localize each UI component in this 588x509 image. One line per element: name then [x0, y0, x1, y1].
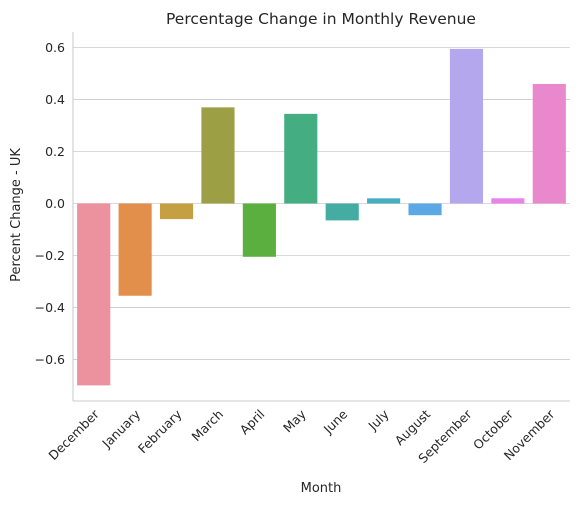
- x-tick-label: June: [320, 406, 351, 437]
- y-tick-label: −0.4: [35, 300, 65, 315]
- bar-august: [408, 203, 442, 216]
- bar-may: [284, 113, 318, 204]
- y-tick-label: −0.2: [35, 248, 65, 263]
- chart-title: Percentage Change in Monthly Revenue: [166, 10, 476, 28]
- bar-october: [491, 198, 525, 204]
- x-tick-label: April: [237, 407, 268, 438]
- y-axis-label: Percent Change - UK: [9, 148, 24, 282]
- bar-december: [77, 203, 111, 386]
- y-tick-label: 0.0: [45, 196, 65, 211]
- bar-june: [325, 203, 359, 221]
- bar-march: [201, 107, 235, 204]
- bars: [77, 48, 566, 386]
- x-tick-label: May: [280, 406, 309, 435]
- bar-july: [367, 198, 401, 204]
- gridlines: [73, 47, 570, 360]
- y-tick-label: 0.2: [45, 144, 65, 159]
- bar-september: [449, 48, 484, 204]
- y-tick-label: −0.6: [35, 352, 65, 367]
- axes-spines: [72, 32, 570, 402]
- y-tick-label: 0.6: [45, 40, 65, 55]
- bar-november: [532, 83, 566, 204]
- x-tick-label: December: [45, 406, 102, 463]
- x-tick-label: August: [392, 406, 434, 448]
- x-axis-label: Month: [301, 481, 342, 496]
- x-tick-label: February: [135, 406, 185, 456]
- x-tick-label: July: [365, 406, 393, 434]
- y-tick-label: 0.4: [45, 92, 65, 107]
- y-tick-labels: −0.6 −0.4 −0.2 0.0 0.2 0.4 0.6: [35, 40, 65, 367]
- x-tick-label: March: [189, 407, 227, 445]
- bar-january: [118, 203, 152, 296]
- bar-april: [242, 203, 276, 257]
- bar-february: [159, 203, 194, 220]
